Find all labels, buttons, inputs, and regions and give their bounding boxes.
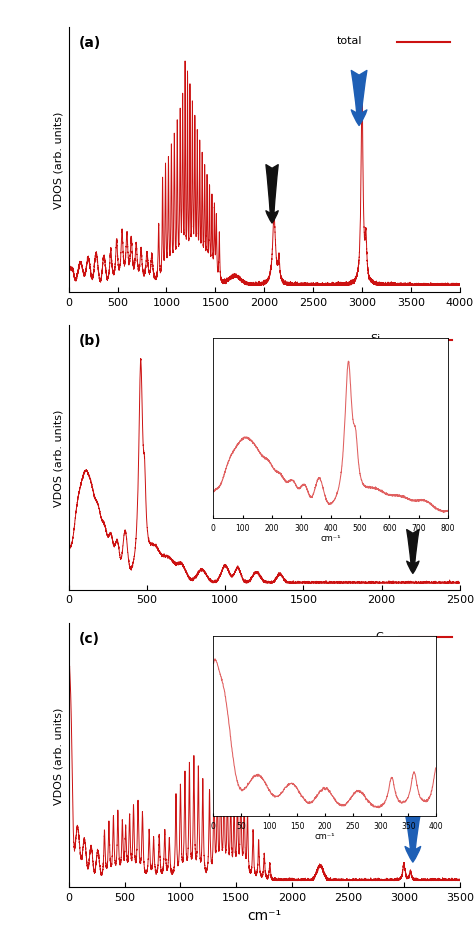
Y-axis label: VDOS (arb. units): VDOS (arb. units) — [53, 409, 63, 507]
Text: (a): (a) — [79, 36, 101, 50]
Text: total: total — [337, 36, 362, 46]
Text: (b): (b) — [79, 333, 101, 347]
Y-axis label: VDOS (arb. units): VDOS (arb. units) — [53, 706, 63, 804]
X-axis label: cm⁻¹: cm⁻¹ — [247, 908, 281, 921]
Text: (c): (c) — [79, 631, 100, 645]
Y-axis label: VDOS (arb. units): VDOS (arb. units) — [53, 111, 63, 210]
Text: Si: Si — [370, 333, 380, 344]
Text: C: C — [376, 631, 383, 641]
